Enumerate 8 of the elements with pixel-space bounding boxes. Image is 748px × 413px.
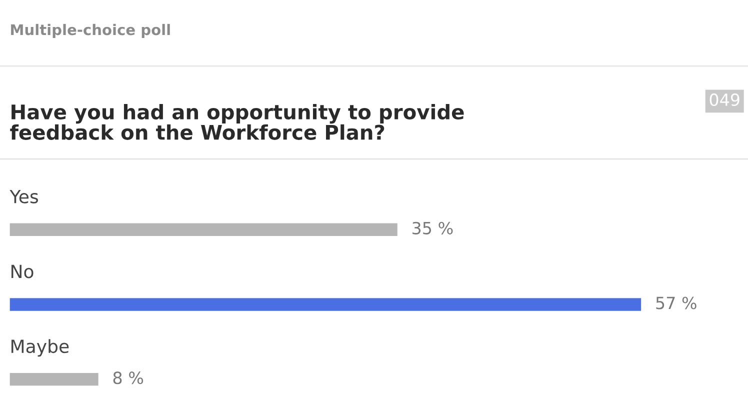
y-tick-label: Yes: [10, 190, 38, 204]
chart-title: Have you had an opportunity to provide feedback on the Workforce Plan?: [10, 104, 464, 140]
y-tick-label: Maybe: [11, 339, 69, 357]
y-tick-label: No: [11, 264, 34, 278]
data-label: 35 %: [412, 222, 453, 234]
chart-subtitle: Multiple-choice poll: [11, 24, 170, 38]
data-label: 57 %: [656, 296, 696, 310]
data-label: 8 %: [113, 372, 144, 384]
